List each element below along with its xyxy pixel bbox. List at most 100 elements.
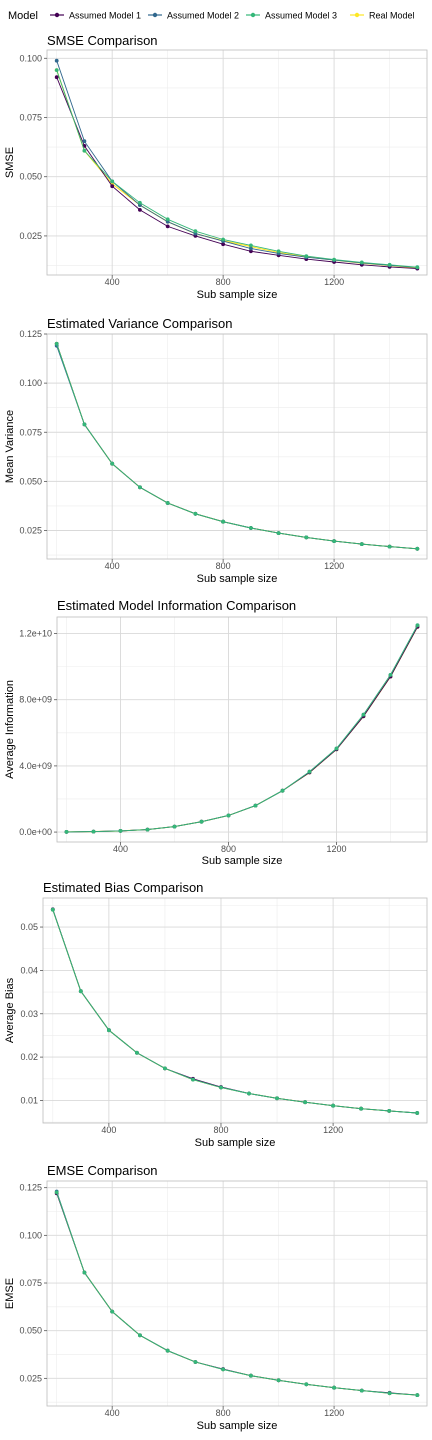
y-tick-label: 0.125 [19,329,42,339]
x-tick-label: 400 [101,1125,116,1135]
data-point [165,1348,170,1353]
data-point [118,829,123,833]
chart-panel: 400 800 1200 0.025 0.050 0.075 0.100 SMSE Compa… [4,33,428,301]
data-point [193,511,198,516]
data-point [54,68,59,72]
legend: Model Assumed Model 1 Assumed Model 2 Assum… [8,10,415,22]
x-axis-label: Sub sample size [197,573,278,585]
data-point [253,803,258,808]
data-point [165,501,170,505]
data-point [276,531,281,535]
y-axis-label: Mean Variance [4,410,16,483]
data-point [307,769,312,774]
data-point [135,1050,139,1055]
data-point [280,788,285,793]
legend-item-label: Assumed Model 2 [167,11,239,21]
data-point [110,179,115,184]
data-point [334,746,339,751]
plot-border [46,1180,428,1407]
x-tick-label: 800 [221,844,236,854]
y-tick-label: 0.125 [19,1183,42,1193]
data-point [332,539,336,543]
x-tick-label: 400 [105,561,120,571]
chart-title: EMSE Comparison [47,1163,158,1178]
data-point [145,827,150,832]
x-tick-label: 1200 [324,561,344,571]
data-point [276,249,281,254]
series-line [52,909,418,1114]
legend-item-label: Real Model [369,11,415,21]
data-point [221,237,226,242]
data-point [138,208,142,212]
data-point [387,262,392,267]
chart-title: SMSE Comparison [47,33,158,48]
y-tick-label: 0.03 [20,1009,38,1019]
data-point [191,1077,195,1082]
plot-border [56,616,428,843]
data-point [110,1309,115,1314]
data-point [415,265,420,270]
legend-key-point [152,12,158,18]
chart-title: Estimated Model Information Comparison [57,598,296,613]
data-point [54,341,59,346]
data-point [249,1373,253,1378]
x-tick-label: 400 [105,1408,120,1418]
data-point [304,1382,309,1387]
legend-item-label: Assumed Model 1 [69,11,141,21]
plot-background [43,898,427,1123]
data-point [359,1388,364,1393]
x-tick-label: 1200 [327,844,347,854]
plot-background [47,50,427,275]
data-point [249,246,253,251]
y-tick-label: 0.075 [19,113,42,123]
data-point [110,461,115,466]
data-point [388,673,393,677]
y-axis-label: Average Bias [4,977,16,1043]
data-point [165,217,170,222]
plot-background [47,1181,427,1406]
y-tick-label: 0.04 [20,965,38,975]
chart-panels: 400 800 1200 0.025 0.050 0.075 0.100 SMSE Compa… [4,33,428,1432]
data-point [199,819,204,824]
y-axis-label: SMSE [4,147,16,178]
y-tick-label: 4.0e+09 [19,761,52,771]
data-point [54,75,59,80]
y-tick-label: 0.100 [19,378,42,388]
y-tick-label: 0.0e+00 [19,827,52,837]
y-tick-label: 1.2e+10 [19,629,52,639]
data-point [107,1028,111,1033]
y-tick-label: 0.025 [19,1373,42,1383]
legend-key-point [250,12,256,18]
chart-panel: 400 800 1200 0.025 0.050 0.075 0.100 0.125 EMSE … [4,1163,428,1432]
y-tick-label: 0.025 [19,231,42,241]
y-tick-label: 0.100 [19,53,42,63]
y-tick-label: 0.050 [19,476,42,486]
chart-title: Estimated Variance Comparison [47,316,232,331]
data-point [193,229,198,234]
data-point [331,1103,335,1108]
data-point [359,260,364,265]
data-point [332,1385,336,1390]
data-point [276,1378,281,1383]
y-tick-label: 0.050 [19,172,42,182]
y-tick-label: 0.075 [19,427,42,437]
data-point [249,526,253,530]
y-tick-label: 0.02 [20,1052,38,1062]
data-point [82,148,87,153]
data-point [332,257,336,262]
y-axis-label: Average Information [4,680,16,779]
series [64,623,420,834]
data-point [172,824,177,829]
data-point [163,1066,167,1071]
legend-item: Real Model [350,11,415,21]
legend-title: Model [8,10,38,22]
plot-border [46,333,428,560]
data-point [226,813,231,818]
series-line [56,69,418,268]
y-tick-label: 0.100 [19,1230,42,1240]
x-tick-label: 400 [113,844,128,854]
legend-item: Assumed Model 2 [148,11,239,21]
x-tick-label: 800 [216,561,231,571]
data-point [138,1333,142,1338]
